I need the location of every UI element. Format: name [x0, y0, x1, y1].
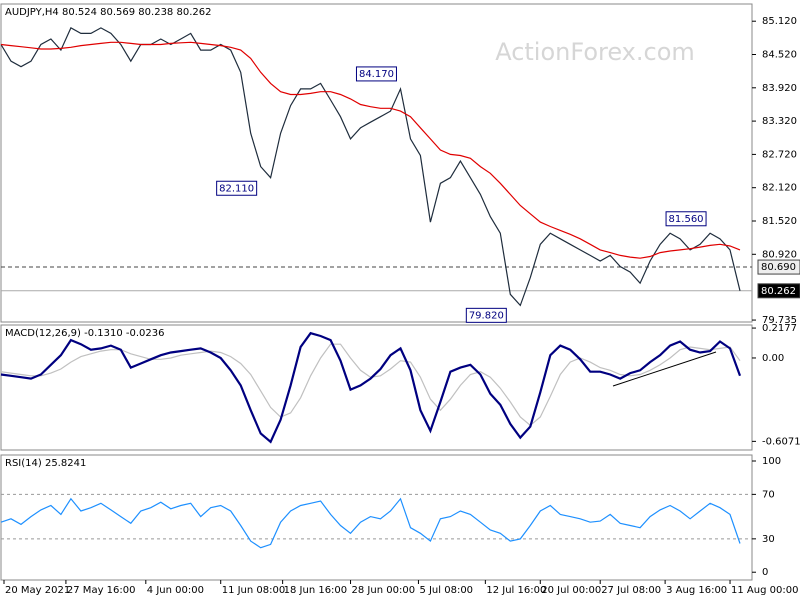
y-tick-label: 82.120	[762, 183, 797, 194]
series-line	[0, 41, 741, 259]
price-label-box	[757, 259, 800, 275]
panel-title: MACD(12,26,9) -0.1310 -0.0236	[5, 328, 165, 339]
y-tick-label: 84.520	[762, 50, 797, 61]
y-tick-label: 82.720	[762, 149, 797, 160]
x-tick-label: 18 Jun 16:00	[284, 585, 348, 596]
y-tick-label: 0.2177	[762, 323, 797, 334]
annotation-label: 81.560	[669, 214, 704, 225]
series-line	[0, 497, 741, 549]
annotation-box	[465, 307, 507, 323]
panel	[0, 3, 753, 323]
price-label: 80.690	[761, 262, 796, 273]
annotation-box	[665, 211, 707, 227]
y-tick-label: -0.6071	[762, 436, 800, 447]
y-tick-label: 100	[762, 456, 781, 467]
y-tick-label: 85.120	[762, 16, 797, 27]
annotation-label: 82.110	[219, 183, 254, 194]
y-tick-label: 83.320	[762, 116, 797, 127]
y-tick-label: 80.920	[762, 249, 797, 260]
trend-line	[612, 351, 717, 387]
panel-title: AUDJPY,H4 80.524 80.569 80.238 80.262	[5, 7, 211, 18]
y-tick-label: 79.735	[762, 315, 797, 326]
series-line	[0, 331, 742, 444]
annotation-box	[216, 180, 258, 196]
y-tick-label: 0	[762, 567, 768, 578]
x-tick-label: 11 Aug 00:00	[731, 585, 798, 596]
x-tick-label: 4 Jun 00:00	[147, 585, 204, 596]
y-tick-label: 83.920	[762, 83, 797, 94]
x-tick-label: 3 Aug 16:00	[666, 585, 727, 596]
x-tick-label: 28 Jun 00:00	[352, 585, 416, 596]
annotation-label: 79.820	[469, 310, 504, 321]
x-tick-label: 5 Jul 08:00	[419, 585, 473, 596]
x-tick-label: 20 Jul 00:00	[541, 585, 601, 596]
x-tick-label: 20 May 2021	[5, 585, 70, 596]
x-tick-label: 12 Jul 16:00	[486, 585, 546, 596]
watermark: ActionForex.com	[495, 38, 695, 66]
x-tick-label: 27 Jul 08:00	[601, 585, 661, 596]
series-line	[0, 27, 741, 307]
x-tick-label: 27 May 16:00	[67, 585, 136, 596]
y-tick-label: 0.00	[762, 353, 784, 364]
price-label-box	[757, 283, 800, 299]
y-tick-label: 81.520	[762, 216, 797, 227]
annotation-label: 84.170	[359, 69, 394, 80]
panel	[0, 324, 753, 451]
price-label: 80.262	[761, 286, 796, 297]
x-tick-label: 11 Jun 08:00	[222, 585, 286, 596]
y-tick-label: 30	[762, 534, 775, 545]
annotation-box	[355, 66, 397, 82]
y-tick-label: 70	[762, 489, 775, 500]
panel	[0, 454, 753, 581]
panel-title: RSI(14) 25.8241	[5, 458, 86, 469]
